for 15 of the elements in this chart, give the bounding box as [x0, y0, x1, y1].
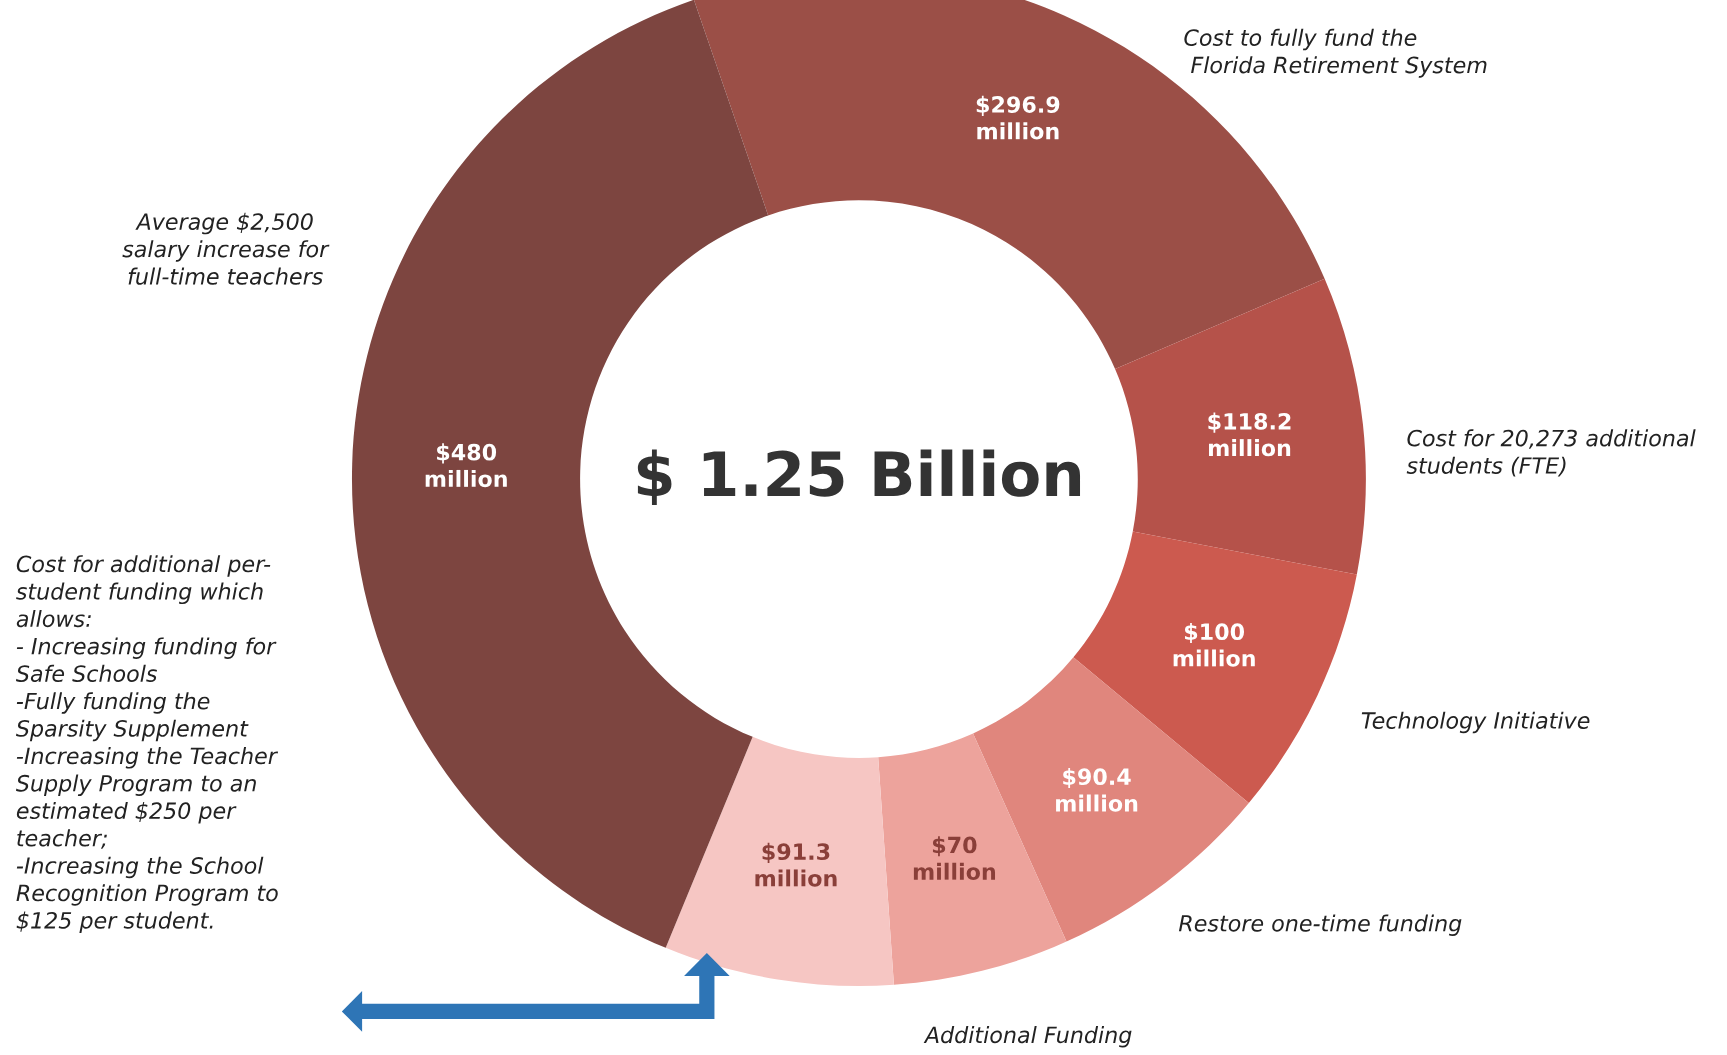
slice-label: Average $2,500 salary increase for full-time teachers: [122, 212, 330, 285]
data-label: $90.4 million: [1056, 767, 1138, 812]
text: $ 1.25 Billion: [637, 449, 1081, 505]
slice-label: Cost to fully fund the Florida Retirement System: [1184, 28, 1487, 78]
data-label: $296.9 million: [976, 95, 1060, 140]
data-label: $91.3 million: [755, 842, 837, 887]
slice-label: Restore one-time funding: [1178, 914, 1462, 936]
category-label: Cost for additional per- student funding which allows: - Increasing funding for Safe Schools -Fully funding the Sparsity Supplement -Increasing the Teacher Supply Program to an estimated $250 per teacher; -Increasing the School Recognition Program to $125 per student.: [15, 555, 279, 934]
slice-label: Technology Initiative: [1361, 711, 1590, 734]
data-label: $480 million: [425, 443, 507, 488]
slice-label: Cost for 20,273 additional students (FTE): [1406, 429, 1696, 477]
data-label: $118.2 million: [1208, 412, 1291, 457]
data-label: $70 million: [913, 836, 996, 880]
data-label: $100 million: [1173, 622, 1255, 667]
slice-label: Additional Funding: [923, 1026, 1132, 1048]
